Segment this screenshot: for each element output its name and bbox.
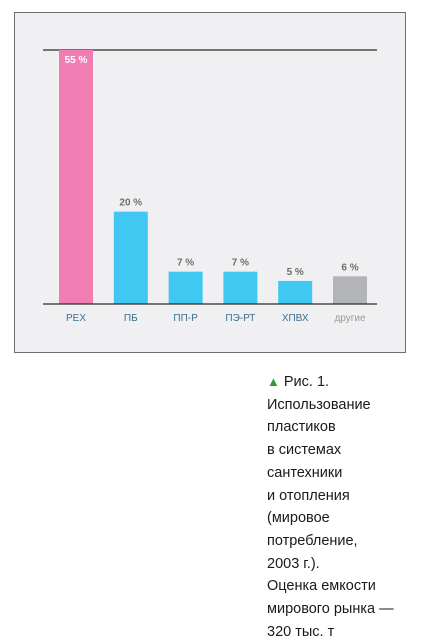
caption-line-12: 320 тыс. т [267,623,335,640]
caption-line-8: потребление, [267,532,358,549]
caption-line-9: 2003 г.). [267,555,320,572]
caption-line-1: ▲ Рис. 1. [267,371,412,394]
category-label-0: PEX [66,313,86,324]
category-label-2: ПП-Р [173,313,198,324]
bar-5 [333,276,367,304]
data-label-3: 7 % [232,258,249,269]
bar-2 [168,271,203,304]
data-label-0: 55 % [65,55,88,66]
category-label-5: другие [334,313,366,324]
caption-line-6: и отопления [267,487,350,504]
bar-0 [59,50,93,304]
figure-caption: ▲ Рис. 1. Использование пластиков в систе… [267,371,412,643]
triangle-up-icon: ▲ [267,374,280,389]
data-label-4: 5 % [287,267,304,278]
category-label-3: ПЭ-РТ [225,313,255,324]
data-label-1: 20 % [119,198,142,209]
bar-4 [278,280,313,304]
category-label-4: ХПВХ [282,313,309,324]
bar-1 [113,211,148,304]
bar-chart: 55 % PEX 20 % ПБ 7 % ПП-Р 7 % ПЭ-РТ 5 % ХПВХ 6 % др… [43,49,377,324]
caption-line-7: (мировое [267,510,330,527]
caption-line-4: в системах [267,442,342,459]
caption-line-2: Использование [267,396,371,413]
bar-3 [223,271,258,304]
data-label-5: 6 % [341,262,358,273]
chart-panel: 55 % PEX 20 % ПБ 7 % ПП-Р 7 % ПЭ-РТ 5 % ХПВХ 6 % др… [14,12,406,353]
caption-line-3: пластиков [267,419,336,436]
caption-line-10: Оценка емкости [267,578,376,595]
caption-line-11: мирового рынка — [267,601,394,618]
data-label-2: 7 % [177,258,194,269]
caption-line-5: сантехники [267,464,343,481]
category-label-1: ПБ [124,313,138,324]
caption-figure-label: Рис. 1. [283,374,330,390]
